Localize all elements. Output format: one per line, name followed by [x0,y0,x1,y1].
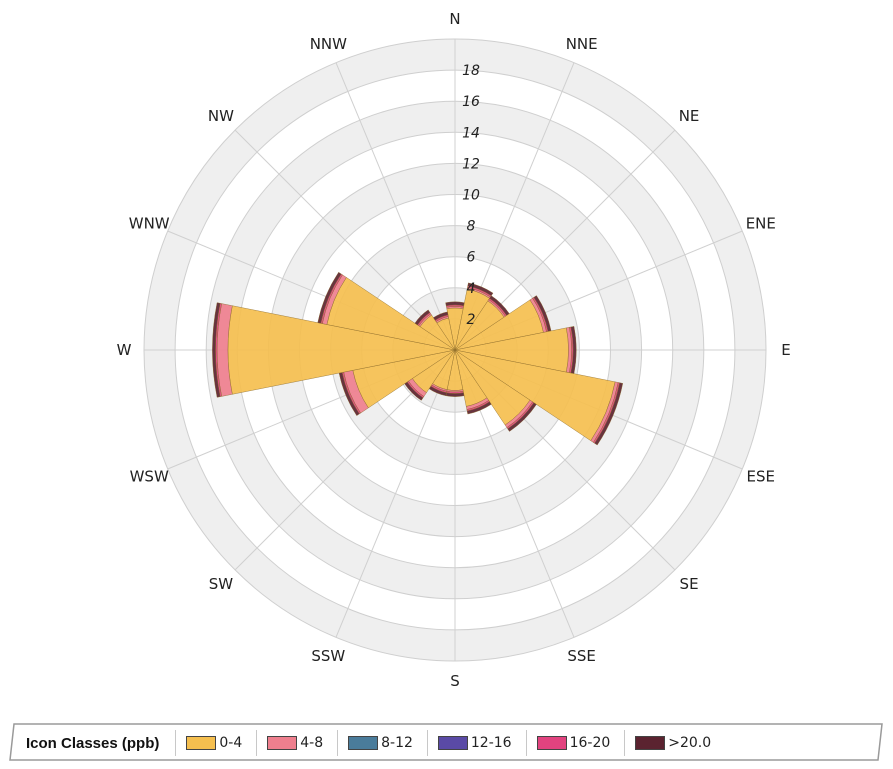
radial-tick-label: 12 [462,156,480,172]
direction-label-ssw: SSW [311,647,345,665]
radial-tick-label: 2 [467,312,476,328]
legend-item-8-12[interactable]: 8-12 [337,730,427,756]
direction-label-sse: SSE [567,647,596,665]
direction-labels: N NNE NE ENE E ESE SE SSE S SSW SW WSW W WNW NW NNW [117,10,791,690]
legend-item-gt-20[interactable]: >20.0 [624,730,725,756]
wind-rose-chart: 2 4 6 8 10 12 14 16 18 N NNE NE ENE E ESE SE SSE S SSW SW W… [117,10,791,690]
direction-label-ene: ENE [746,214,776,232]
legend-label: 12-16 [470,735,512,751]
radial-tick-label: 18 [462,63,480,79]
radial-tick-label: 4 [467,281,476,297]
legend-item-0-4[interactable]: 0-4 [175,730,256,756]
legend-item-16-20[interactable]: 16-20 [525,730,625,756]
radial-tick-label: 6 [467,250,476,266]
legend-item-12-16[interactable]: 12-16 [426,730,526,756]
legend-label: 0-4 [219,735,243,751]
radial-tick-label: 8 [467,219,476,235]
direction-label-se: SE [680,575,699,593]
radial-tick-label: 16 [462,94,480,110]
direction-label-wsw: WSW [130,468,169,486]
legend: Icon Classes (ppb) 0-4 4-8 8-12 12-16 16… [8,722,886,762]
legend-swatch [348,736,379,750]
radial-tick-labels: 2 4 6 8 10 12 14 16 18 [462,63,480,328]
legend-swatch [267,736,298,750]
direction-label-n: N [449,10,460,28]
legend-swatch [536,736,567,750]
legend-item-4-8[interactable]: 4-8 [256,730,337,756]
legend-title: Icon Classes (ppb) [26,734,160,752]
legend-swatch [186,736,217,750]
bar-ese--20-0 [594,382,623,446]
bar-nw--20-0 [414,309,431,326]
bar-se--20-0 [507,402,537,432]
legend-swatch [635,736,666,750]
direction-label-ese: ESE [747,468,775,486]
bar-sse--20-0 [466,401,492,415]
bar-nne--20-0 [467,282,494,296]
direction-label-s: S [450,672,460,690]
radial-tick-label: 14 [462,125,480,141]
grid-ring [174,69,736,631]
legend-swatch [437,736,468,750]
legend-label: 8-12 [381,735,413,751]
bar-w--20-0 [212,302,221,398]
legend-label: >20.0 [668,735,712,751]
direction-label-w: W [117,341,132,359]
direction-label-nnw: NNW [310,35,347,53]
radial-tick-label: 10 [462,188,480,204]
legend-label: 16-20 [569,735,611,751]
bar-nnw--20-0 [433,311,449,321]
direction-label-wnw: WNW [129,214,170,232]
legend-label: 4-8 [300,735,324,751]
direction-label-ne: NE [679,107,700,125]
bar-wnw--20-0 [317,271,342,324]
direction-label-sw: SW [209,575,234,593]
data-bars [212,271,623,446]
grid-ring [143,38,767,662]
grid-ring [205,100,705,600]
direction-label-nne: NNE [566,35,598,53]
direction-label-e: E [781,341,790,359]
legend-row: Icon Classes (ppb) 0-4 4-8 8-12 12-16 16… [20,730,725,756]
direction-label-nw: NW [208,107,234,125]
